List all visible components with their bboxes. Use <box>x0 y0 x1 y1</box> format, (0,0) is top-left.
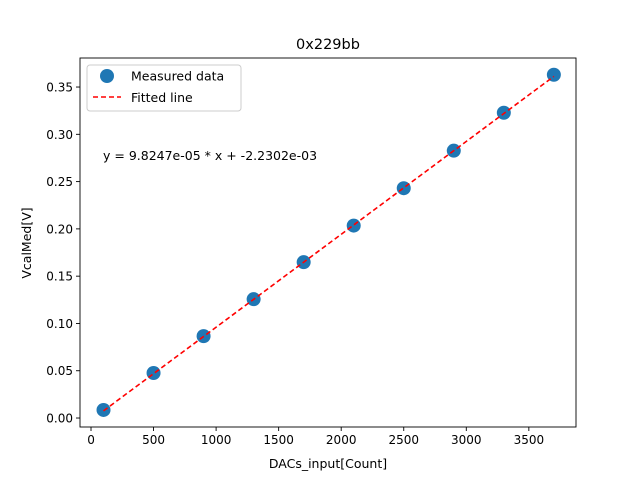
fit-equation-annotation: y = 9.8247e-05 * x + -2.2302e-03 <box>103 148 317 163</box>
legend-label-fitted: Fitted line <box>131 90 193 105</box>
data-point <box>346 218 361 233</box>
fitted-line <box>103 75 555 412</box>
x-tick-label: 1000 <box>201 433 232 447</box>
x-tick-label: 3500 <box>514 433 545 447</box>
x-tick-label: 2000 <box>326 433 357 447</box>
y-tick-label: 0.05 <box>46 364 73 378</box>
y-tick-label: 0.20 <box>46 222 73 236</box>
y-tick-label: 0.35 <box>46 81 73 95</box>
y-tick-label: 0.30 <box>46 128 73 142</box>
legend-marker-measured <box>100 69 114 83</box>
chart-title: 0x229bb <box>296 37 360 53</box>
y-tick-label: 0.10 <box>46 317 73 331</box>
x-tick-label: 0 <box>87 433 95 447</box>
y-tick-label: 0.25 <box>46 175 73 189</box>
x-tick-label: 1500 <box>263 433 294 447</box>
data-point <box>146 366 161 381</box>
legend: Measured data Fitted line <box>86 64 242 112</box>
axes-frame <box>79 57 577 428</box>
x-axis-label: DACs_input[Count] <box>269 456 387 471</box>
plot-area <box>80 58 576 427</box>
legend-box <box>86 64 242 112</box>
x-tick-label: 2500 <box>388 433 419 447</box>
x-tick-label: 500 <box>142 433 165 447</box>
legend-label-measured: Measured data <box>131 69 224 84</box>
y-tick-label: 0.00 <box>46 412 73 426</box>
y-tick-label: 0.15 <box>46 270 73 284</box>
y-axis-label: VcalMed[V] <box>19 207 34 278</box>
data-point <box>546 67 561 82</box>
x-tick-label: 3000 <box>451 433 482 447</box>
